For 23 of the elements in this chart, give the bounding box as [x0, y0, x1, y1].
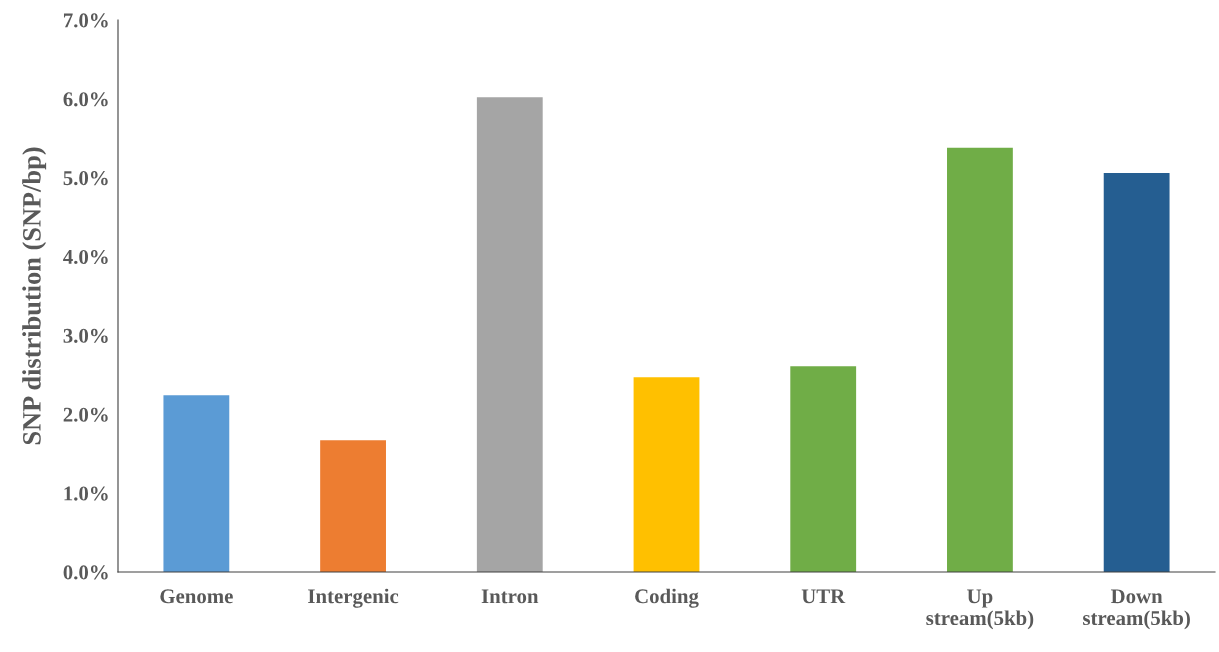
x-tick-label: Intron [481, 589, 539, 604]
y-tick-label: 2.0% [63, 407, 108, 422]
bar [476, 97, 543, 572]
bar [947, 147, 1013, 572]
y-tick-label: 0.0% [63, 565, 108, 580]
x-tick-label: Intergenic [308, 588, 399, 608]
x-tick-label: UTR [801, 589, 846, 604]
bar [1103, 172, 1170, 572]
x-tick-label: Up stream(5kb) [926, 589, 1034, 630]
bar [790, 366, 857, 572]
y-tick-label: 5.0% [63, 171, 108, 186]
bar [163, 395, 230, 572]
y-tick-label: 7.0% [63, 13, 108, 28]
bar [633, 377, 700, 572]
y-tick-label: 3.0% [63, 328, 108, 343]
y-tick-label: 1.0% [64, 486, 108, 501]
x-tick-label: Down stream(5kb) [1083, 589, 1190, 630]
x-tick-label: Coding [635, 588, 699, 608]
y-tick-label: 4.0% [63, 249, 108, 265]
x-tick-label: Genome [160, 589, 233, 604]
y-axis-title: SNP distribution (SNP/bp) [22, 147, 47, 445]
bar [320, 440, 386, 572]
y-tick-label: 6.0% [63, 92, 108, 107]
